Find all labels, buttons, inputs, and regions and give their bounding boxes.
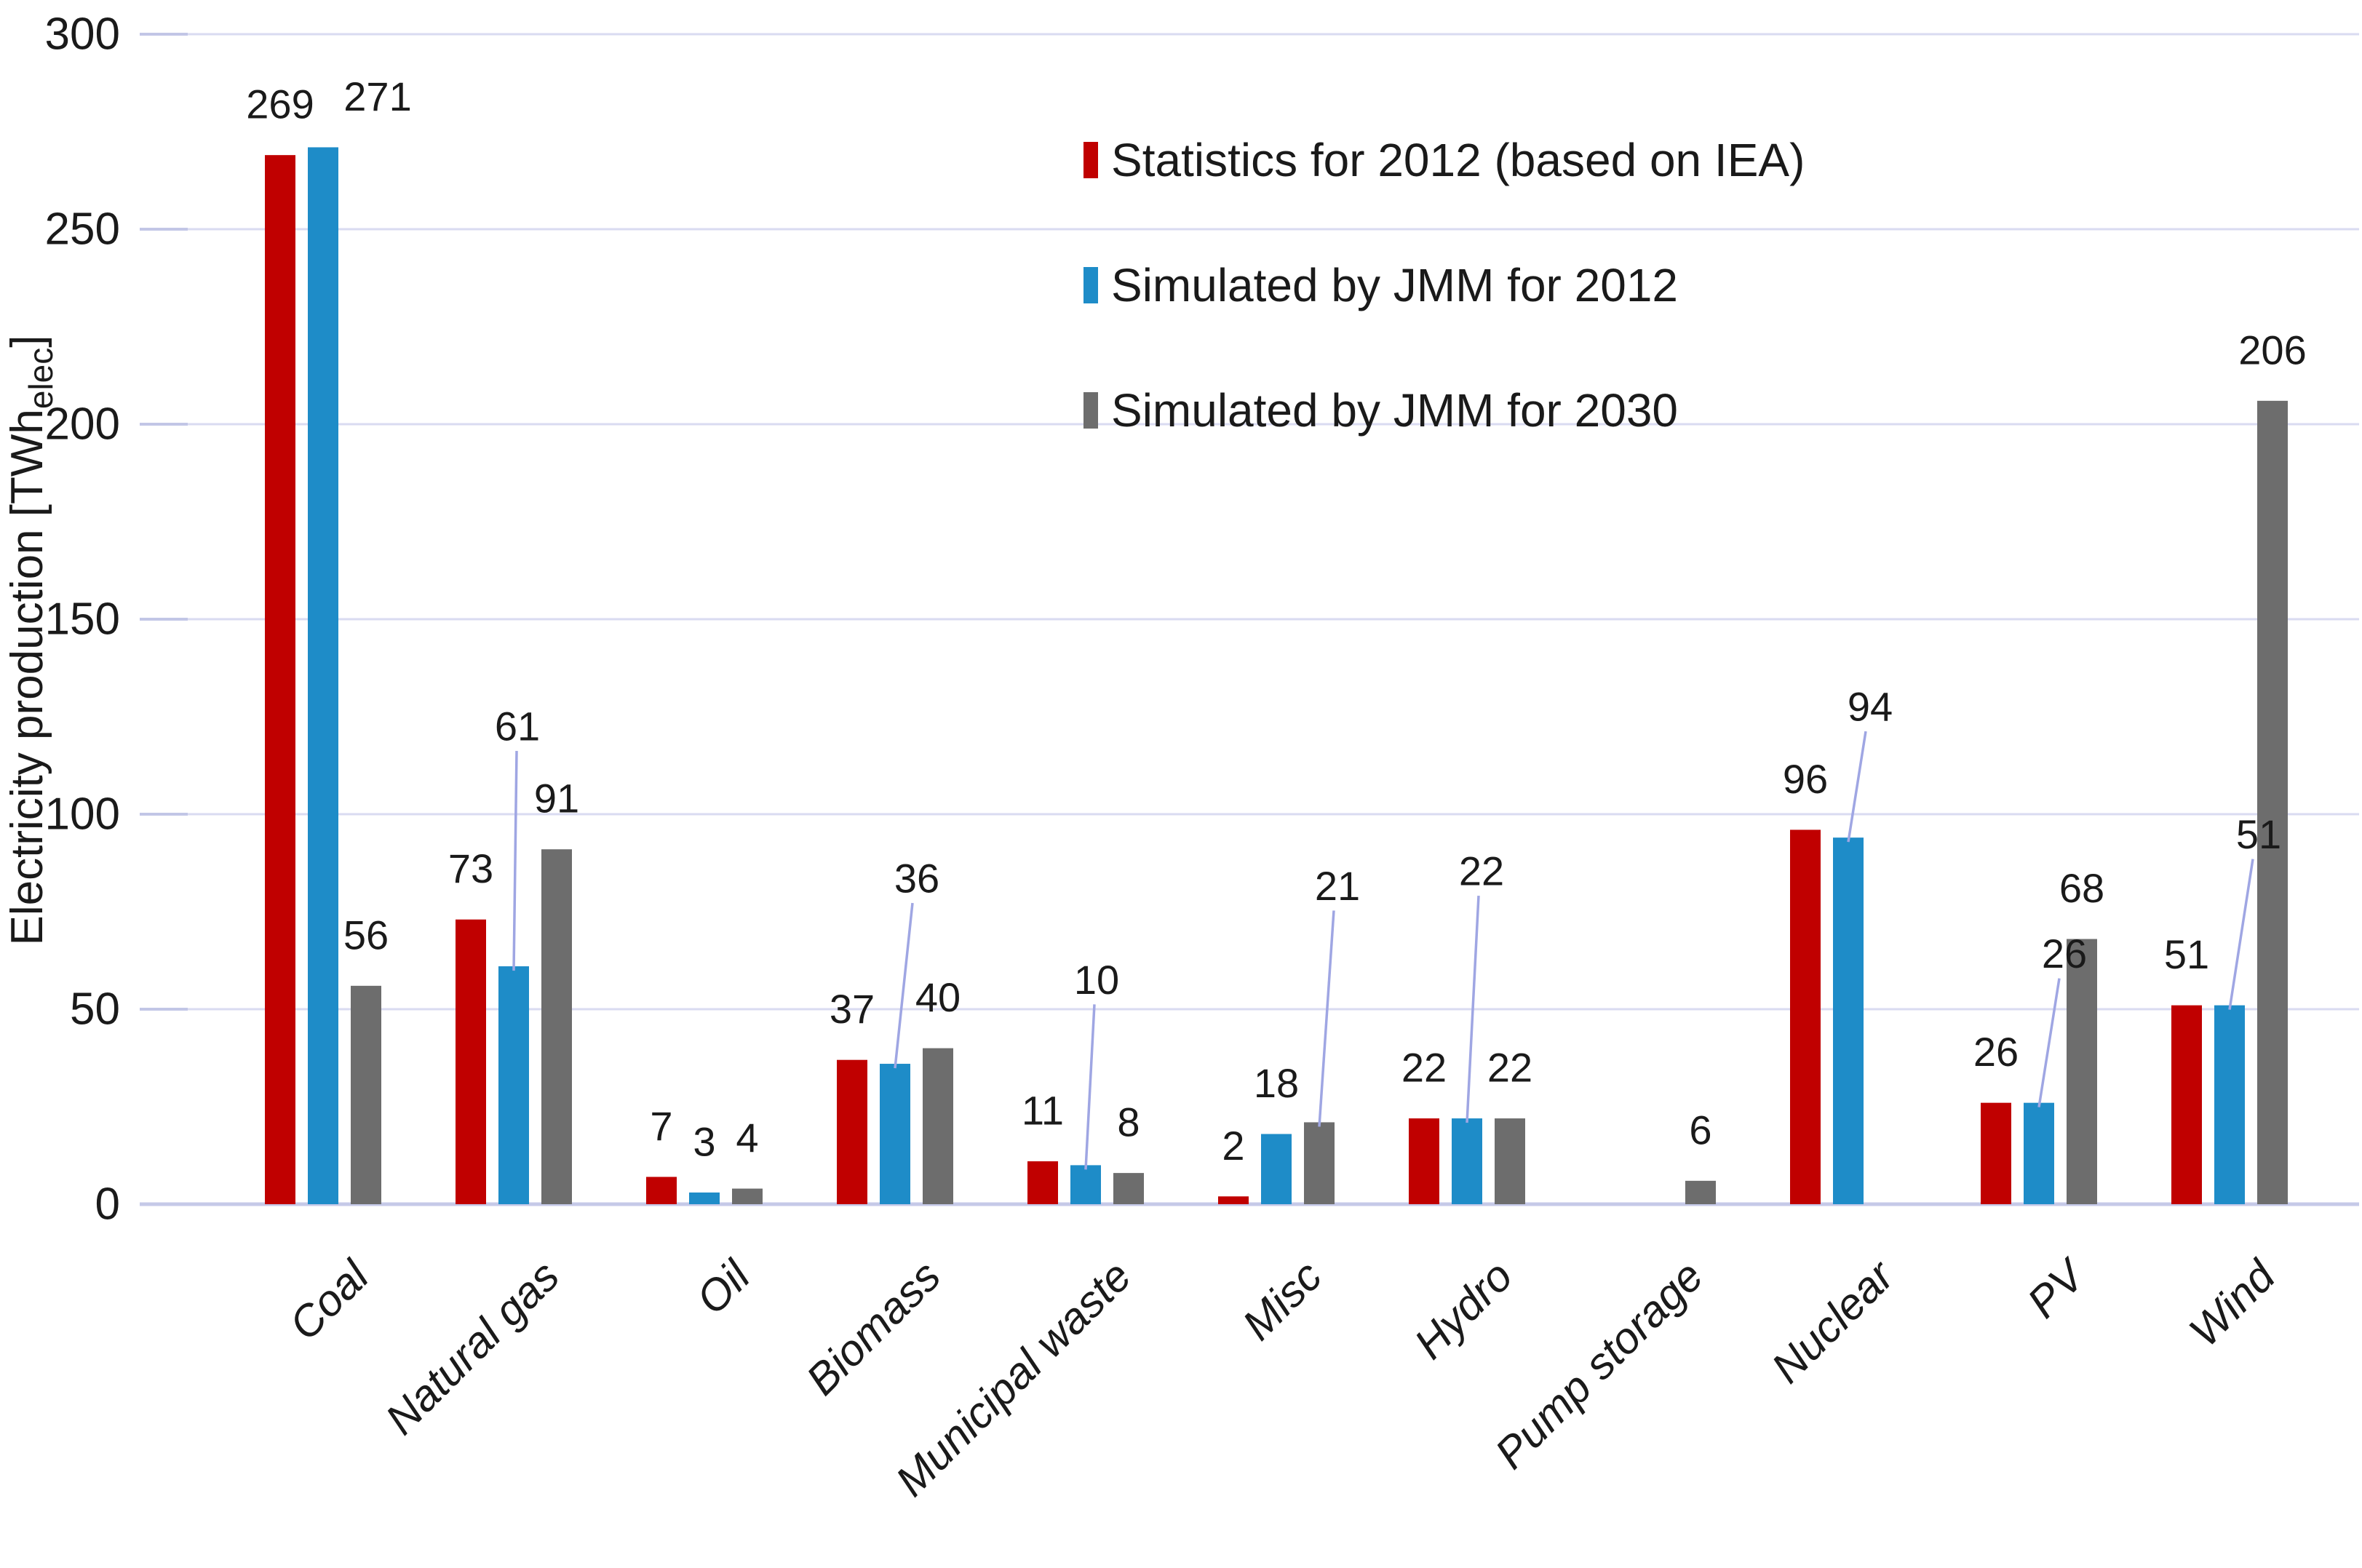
bar-natural-gas-series0: [456, 919, 486, 1204]
data-label-wind-series2: 206: [2238, 327, 2306, 373]
leader-line-nuclear: [1847, 731, 1867, 843]
x-category-label-natural-gas: Natural gas: [376, 1251, 568, 1444]
bar-misc-series2: [1304, 1122, 1335, 1204]
data-label-coal-series0: 269: [246, 81, 314, 127]
data-label-misc-series2: 21: [1315, 863, 1360, 909]
bar-municipal-waste-series0: [1027, 1161, 1058, 1204]
leader-line-natural-gas: [512, 751, 518, 971]
y-tick-label-200: 200: [45, 399, 120, 450]
leader-line-hydro: [1466, 895, 1480, 1123]
data-label-municipal-waste-series0: 11: [1022, 1088, 1064, 1134]
bar-hydro-series1: [1452, 1118, 1482, 1204]
bar-municipal-waste-series2: [1113, 1173, 1144, 1204]
data-label-coal-series1: 271: [343, 73, 411, 119]
y-tick-label-250: 250: [45, 204, 120, 255]
data-label-biomass-series1: 36: [894, 856, 939, 902]
data-label-municipal-waste-series1: 10: [1074, 957, 1119, 1003]
legend-label-series2: Simulated by JMM for 2030: [1111, 384, 1678, 437]
y-axis-title-subscript: elec: [22, 348, 60, 409]
data-label-oil-series1: 3: [693, 1118, 715, 1164]
data-label-natural-gas-series2: 91: [534, 776, 579, 821]
bar-pump-storage-series2: [1685, 1180, 1716, 1204]
x-category-label-nuclear: Nuclear: [1762, 1250, 1904, 1392]
data-label-wind-series0: 51: [2164, 931, 2209, 977]
leader-line-pv: [2037, 978, 2061, 1107]
y-axis-title-close-bracket: ]: [2, 335, 52, 348]
bar-nuclear-series0: [1790, 829, 1821, 1204]
bar-nuclear-series1: [1833, 837, 1864, 1204]
data-label-wind-series1: 51: [2236, 811, 2281, 857]
bar-coal-series0: [265, 155, 295, 1204]
bar-oil-series0: [646, 1177, 677, 1204]
x-category-label-biomass: Biomass: [797, 1251, 950, 1404]
x-category-label-misc: Misc: [1233, 1251, 1332, 1350]
legend-item-series0: Statistics for 2012 (based on IEA): [1083, 134, 1805, 186]
bar-hydro-series2: [1495, 1118, 1525, 1204]
bar-wind-series2: [2257, 400, 2288, 1204]
y-axis-title: Electricity production [TWhelec]: [2, 335, 60, 946]
legend-swatch-icon: [1083, 142, 1098, 178]
data-label-oil-series0: 7: [650, 1103, 672, 1149]
bar-misc-series1: [1261, 1134, 1292, 1204]
bar-natural-gas-series1: [498, 966, 529, 1204]
bar-biomass-series0: [837, 1059, 867, 1204]
data-label-hydro-series0: 22: [1401, 1045, 1447, 1091]
bar-coal-series1: [308, 147, 338, 1205]
data-label-pv-series0: 26: [1973, 1029, 2019, 1075]
x-category-label-oil: Oil: [687, 1251, 760, 1324]
data-label-misc-series0: 2: [1222, 1123, 1244, 1169]
x-category-label-pv: PV: [2018, 1249, 2096, 1326]
legend-item-series1: Simulated by JMM for 2012: [1083, 259, 1678, 311]
legend-item-series2: Simulated by JMM for 2030: [1083, 384, 1678, 437]
data-label-natural-gas-series0: 73: [448, 845, 493, 891]
data-label-nuclear-series1: 94: [1848, 684, 1893, 730]
legend-swatch-icon: [1083, 267, 1098, 303]
leader-line-wind: [2228, 859, 2254, 1010]
data-label-hydro-series2: 22: [1487, 1045, 1532, 1091]
legend-swatch-icon: [1083, 392, 1098, 429]
bar-municipal-waste-series1: [1070, 1165, 1101, 1204]
bar-biomass-series2: [923, 1048, 953, 1204]
bar-oil-series1: [689, 1192, 720, 1204]
bar-wind-series0: [2171, 1005, 2202, 1204]
y-tick-label-50: 50: [70, 984, 120, 1035]
bar-pv-series2: [2067, 939, 2097, 1204]
bar-pv-series0: [1981, 1102, 2011, 1204]
legend-label-series1: Simulated by JMM for 2012: [1111, 259, 1678, 311]
data-label-misc-series1: 18: [1254, 1060, 1299, 1106]
data-label-coal-series2: 56: [343, 912, 389, 958]
y-axis-title-main: Electricity production [TWh: [2, 409, 52, 945]
leader-line-municipal-waste: [1084, 1004, 1096, 1170]
leader-line-biomass: [894, 902, 914, 1069]
data-label-nuclear-series0: 96: [1783, 756, 1828, 802]
bar-hydro-series0: [1409, 1118, 1439, 1204]
data-label-municipal-waste-series2: 8: [1117, 1099, 1140, 1145]
y-tick-label-0: 0: [95, 1179, 120, 1230]
x-category-label-wind: Wind: [2180, 1251, 2286, 1356]
data-label-natural-gas-series1: 61: [495, 704, 540, 749]
x-category-label-hydro: Hydro: [1405, 1251, 1522, 1369]
y-tick-label-100: 100: [45, 789, 120, 840]
bar-wind-series1: [2214, 1005, 2245, 1204]
y-tick-label-300: 300: [45, 9, 120, 60]
data-label-pump-storage-series2: 6: [1689, 1107, 1711, 1153]
data-label-pv-series1: 26: [2042, 931, 2087, 976]
bar-biomass-series1: [880, 1064, 910, 1204]
x-category-label-coal: Coal: [280, 1251, 379, 1350]
leader-line-misc: [1318, 910, 1335, 1127]
data-label-biomass-series2: 40: [915, 974, 961, 1020]
data-label-pv-series2: 68: [2059, 865, 2104, 911]
data-label-hydro-series1: 22: [1459, 848, 1504, 894]
bar-coal-series2: [351, 985, 381, 1204]
bar-pv-series1: [2024, 1102, 2054, 1204]
bar-misc-series0: [1218, 1196, 1249, 1204]
bar-oil-series2: [732, 1188, 763, 1204]
data-label-biomass-series0: 37: [830, 986, 875, 1032]
bar-natural-gas-series2: [541, 849, 572, 1204]
legend-label-series0: Statistics for 2012 (based on IEA): [1111, 134, 1805, 186]
data-label-oil-series2: 4: [736, 1115, 758, 1161]
y-tick-label-150: 150: [45, 594, 120, 645]
